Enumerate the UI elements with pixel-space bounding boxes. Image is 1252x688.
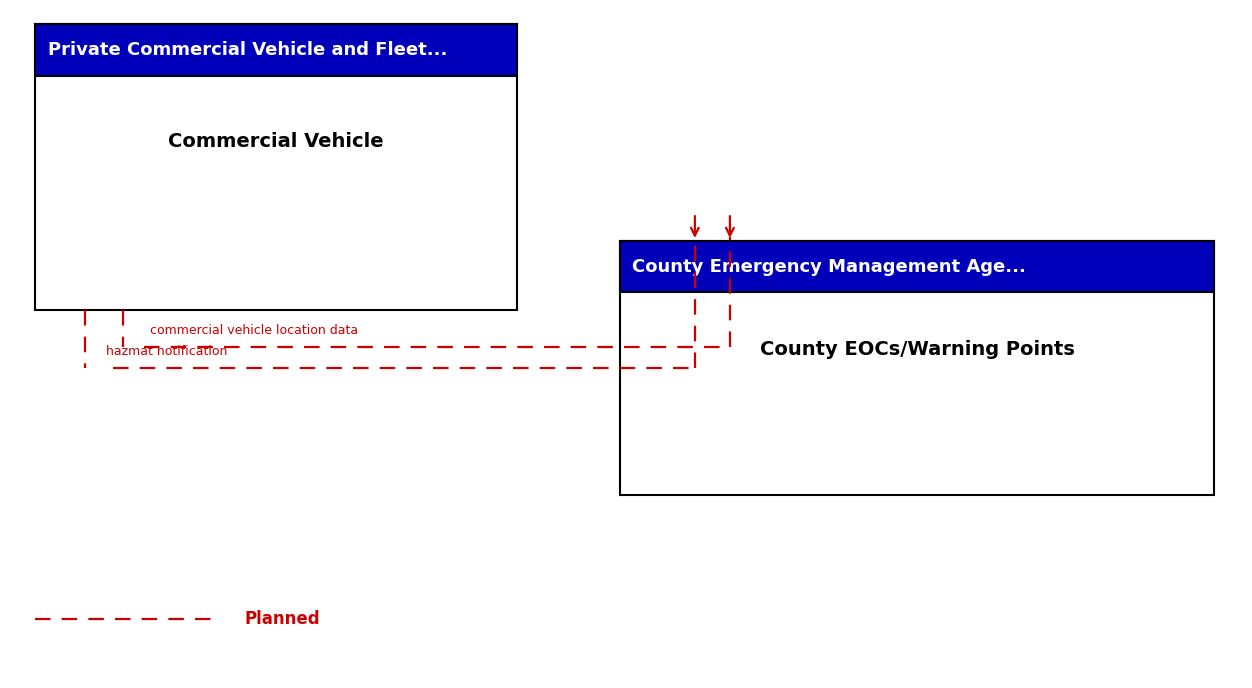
Text: Planned: Planned xyxy=(244,610,319,628)
Text: Commercial Vehicle: Commercial Vehicle xyxy=(168,131,384,151)
Bar xyxy=(35,24,517,310)
Bar xyxy=(620,241,1214,292)
Text: Private Commercial Vehicle and Fleet...: Private Commercial Vehicle and Fleet... xyxy=(48,41,447,59)
Text: County EOCs/Warning Points: County EOCs/Warning Points xyxy=(760,340,1074,358)
Text: hazmat notification: hazmat notification xyxy=(106,345,228,358)
Bar xyxy=(620,241,1214,495)
Text: commercial vehicle location data: commercial vehicle location data xyxy=(150,324,358,337)
Text: County Emergency Management Age...: County Emergency Management Age... xyxy=(632,257,1027,276)
Bar xyxy=(35,24,517,76)
